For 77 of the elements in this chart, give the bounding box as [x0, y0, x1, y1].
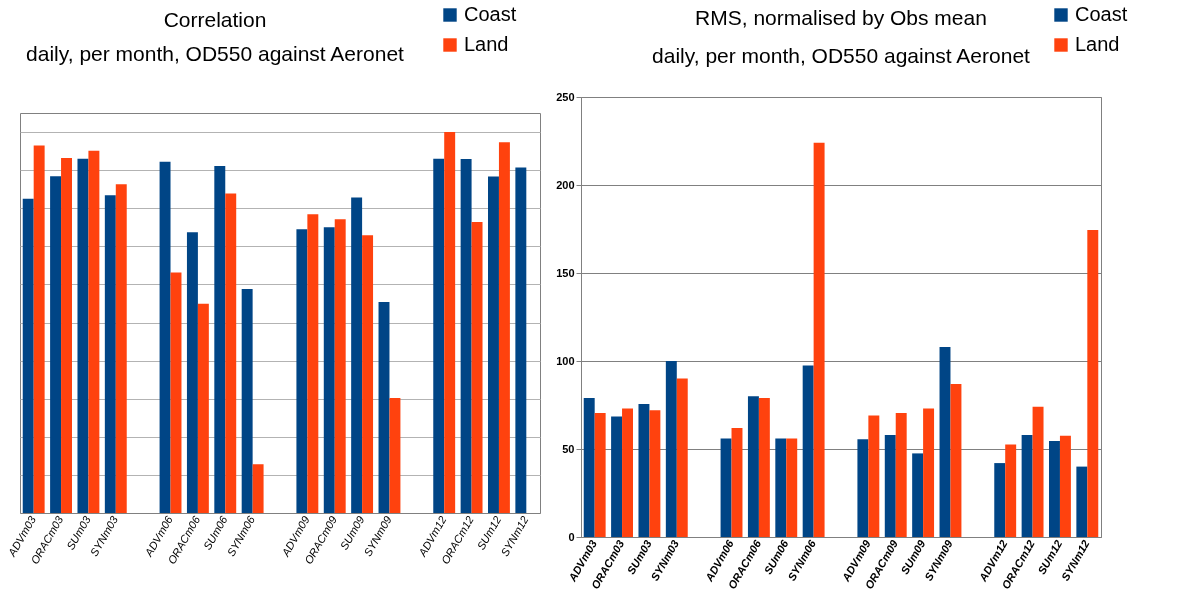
bar [1059, 435, 1071, 537]
bar [214, 165, 226, 513]
bar [61, 157, 72, 513]
bar [665, 361, 677, 537]
chart-title: RMS, normalised by Obs mean [695, 6, 987, 29]
bar [758, 397, 770, 537]
bar [884, 434, 896, 537]
bar [362, 235, 374, 513]
bar [307, 214, 319, 513]
bar [33, 145, 45, 513]
bar [720, 438, 732, 537]
bar [1005, 444, 1017, 537]
bar [515, 167, 527, 513]
y-tick-label: 100 [556, 354, 575, 367]
bar [775, 438, 787, 537]
bar [378, 301, 390, 513]
bar [994, 463, 1006, 537]
bar [923, 408, 935, 537]
bar [323, 227, 335, 513]
bar [895, 412, 907, 537]
legend-label: Coast [1075, 3, 1128, 25]
legend-label: Coast [464, 3, 517, 25]
bar [351, 197, 363, 513]
bar [170, 272, 182, 513]
bar [638, 404, 650, 537]
bar [334, 219, 346, 513]
bar [498, 142, 510, 513]
bar [1032, 406, 1044, 537]
bar [1049, 441, 1060, 537]
bar [912, 453, 924, 537]
y-tick-label: 200 [556, 178, 575, 191]
bar [433, 158, 445, 513]
bar [115, 184, 127, 513]
y-tick-label: 250 [556, 90, 575, 103]
bar [296, 229, 308, 513]
bar [444, 132, 456, 513]
bar [241, 289, 253, 513]
y-tick-label: 150 [556, 266, 575, 279]
bar [197, 303, 209, 513]
bar [460, 159, 472, 513]
y-tick-label: 50 [562, 442, 575, 455]
bar [471, 221, 483, 513]
bar [104, 195, 116, 513]
bar [747, 396, 759, 537]
legend-label: Land [1075, 33, 1120, 55]
bar [1087, 229, 1099, 537]
legend-label: Land [464, 33, 509, 55]
bar [594, 412, 606, 537]
bar [389, 397, 401, 513]
bar [939, 346, 951, 537]
bar [1076, 466, 1088, 537]
bar [50, 176, 62, 513]
bar [676, 378, 688, 537]
bar [22, 198, 34, 513]
bar [77, 158, 89, 513]
bar [857, 439, 869, 537]
y-tick-label: 0 [568, 530, 575, 543]
bar [186, 232, 198, 513]
bar [868, 415, 880, 537]
bar [1021, 434, 1033, 537]
chart-title: Correlation [163, 8, 267, 31]
chart-subtitle: daily, per month, OD550 against Aeronet [652, 44, 1031, 67]
bar [88, 150, 100, 513]
bar [488, 176, 499, 513]
bar [159, 161, 171, 513]
bar [649, 410, 661, 537]
chart-subtitle: daily, per month, OD550 against Aeronet [26, 42, 405, 65]
bar [950, 383, 962, 537]
bar [611, 416, 623, 537]
bar [225, 193, 237, 513]
bar [731, 427, 743, 537]
bar [813, 142, 825, 537]
bar [583, 397, 595, 537]
bar [802, 365, 814, 537]
bar [786, 438, 798, 537]
bar [252, 464, 264, 513]
bar [622, 408, 633, 537]
